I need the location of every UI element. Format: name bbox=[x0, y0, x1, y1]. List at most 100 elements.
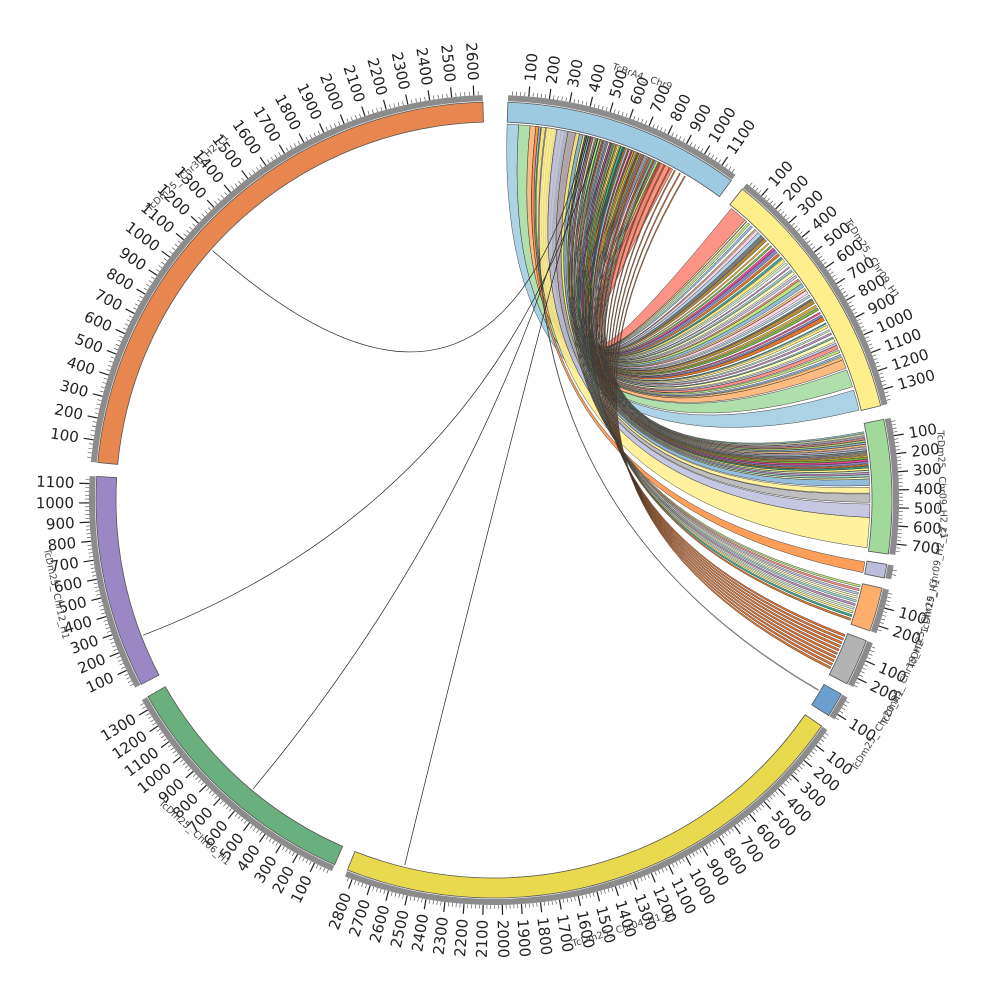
minor-tick bbox=[880, 376, 885, 379]
minor-tick bbox=[315, 864, 319, 869]
minor-tick bbox=[285, 848, 288, 853]
minor-tick bbox=[592, 892, 595, 897]
minor-tick bbox=[436, 900, 438, 906]
synteny-ribbon bbox=[600, 156, 843, 645]
minor-tick bbox=[161, 735, 165, 739]
minor-tick bbox=[413, 897, 415, 902]
thin-link bbox=[143, 138, 599, 636]
major-tick bbox=[609, 102, 614, 113]
minor-tick bbox=[859, 674, 863, 677]
minor-tick bbox=[179, 759, 184, 763]
major-tick bbox=[650, 872, 656, 883]
minor-tick bbox=[605, 106, 608, 111]
minor-tick bbox=[755, 809, 759, 813]
tick-label: 500 bbox=[72, 330, 105, 357]
minor-tick bbox=[881, 618, 886, 621]
major-tick bbox=[721, 156, 729, 166]
major-tick bbox=[813, 245, 823, 253]
major-tick bbox=[366, 885, 371, 896]
minor-tick bbox=[636, 878, 639, 883]
minor-tick bbox=[721, 834, 725, 839]
minor-tick bbox=[163, 738, 167, 742]
minor-tick bbox=[231, 186, 235, 190]
minor-tick bbox=[104, 623, 109, 626]
minor-tick bbox=[643, 875, 647, 880]
minor-tick bbox=[555, 900, 557, 905]
minor-tick bbox=[547, 901, 549, 906]
minor-tick bbox=[357, 881, 360, 886]
synteny-ribbon bbox=[607, 164, 838, 655]
major-tick bbox=[870, 348, 881, 354]
major-tick bbox=[686, 134, 692, 144]
minor-tick bbox=[886, 399, 891, 401]
minor-tick bbox=[259, 164, 263, 169]
major-tick bbox=[175, 232, 185, 241]
major-tick bbox=[614, 886, 619, 897]
minor-tick bbox=[879, 622, 884, 624]
minor-tick bbox=[110, 641, 115, 644]
major-tick bbox=[788, 215, 797, 224]
minor-tick bbox=[334, 123, 337, 128]
minor-tick bbox=[656, 125, 659, 130]
minor-tick bbox=[697, 146, 700, 150]
minor-tick bbox=[201, 213, 205, 217]
minor-tick bbox=[731, 168, 735, 173]
tick-label: 600 bbox=[52, 573, 84, 596]
minor-tick bbox=[581, 895, 584, 900]
minor-tick bbox=[882, 384, 887, 386]
minor-tick bbox=[849, 304, 854, 308]
minor-tick bbox=[553, 95, 555, 100]
major-tick bbox=[117, 669, 127, 676]
minor-tick bbox=[871, 646, 876, 649]
minor-tick bbox=[851, 308, 856, 311]
minor-tick bbox=[793, 771, 798, 775]
synteny-ribbon bbox=[576, 139, 858, 599]
minor-tick bbox=[845, 700, 850, 704]
major-tick bbox=[450, 87, 453, 98]
minor-tick bbox=[769, 200, 774, 204]
major-tick bbox=[791, 774, 800, 783]
minor-tick bbox=[372, 886, 375, 891]
minor-tick bbox=[103, 377, 108, 380]
major-tick bbox=[423, 899, 427, 910]
minor-tick bbox=[883, 611, 888, 614]
minor-tick bbox=[158, 265, 163, 269]
tick-label: 100 bbox=[907, 420, 938, 442]
minor-tick bbox=[175, 753, 179, 757]
minor-tick bbox=[109, 638, 114, 641]
major-tick bbox=[309, 862, 316, 873]
major-tick bbox=[836, 277, 846, 285]
minor-tick bbox=[660, 127, 663, 131]
tick-ring: 100 200 3004005006007008009001000110010020… bbox=[36, 42, 943, 958]
minor-tick bbox=[869, 650, 874, 653]
minor-tick bbox=[813, 748, 818, 752]
minor-tick bbox=[641, 118, 644, 123]
major-tick bbox=[685, 856, 692, 866]
minor-tick bbox=[672, 863, 675, 868]
minor-tick bbox=[786, 216, 790, 221]
major-tick bbox=[472, 85, 475, 96]
major-tick bbox=[91, 597, 102, 602]
major-tick bbox=[190, 215, 199, 224]
minor-tick bbox=[740, 821, 744, 825]
minor-tick bbox=[329, 125, 333, 130]
minor-tick bbox=[780, 785, 784, 789]
minor-tick bbox=[585, 894, 588, 899]
minor-tick bbox=[113, 648, 118, 651]
minor-tick bbox=[749, 182, 753, 187]
minor-tick bbox=[126, 677, 131, 680]
major-tick bbox=[136, 288, 146, 295]
minor-tick bbox=[234, 813, 238, 817]
minor-tick bbox=[186, 230, 190, 234]
minor-tick bbox=[119, 663, 124, 666]
minor-tick bbox=[783, 214, 787, 218]
minor-tick bbox=[848, 301, 852, 304]
minor-tick bbox=[855, 681, 860, 684]
major-tick bbox=[258, 833, 266, 843]
major-tick bbox=[548, 88, 552, 99]
minor-tick bbox=[778, 208, 782, 212]
major-tick bbox=[884, 607, 895, 612]
minor-tick bbox=[860, 671, 865, 674]
minor-tick bbox=[100, 386, 105, 389]
